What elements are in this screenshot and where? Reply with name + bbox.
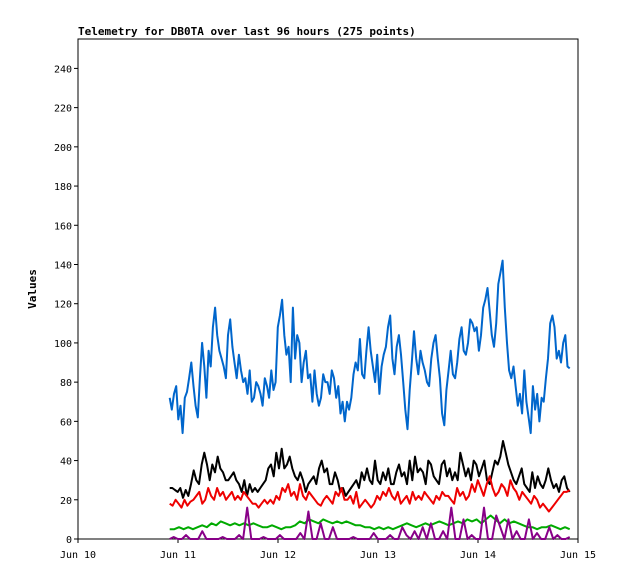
y-tick-label: 140 (54, 260, 72, 271)
y-axis: 0 20 40 60 80 100 120 140 160 180 200 220 240 (54, 64, 78, 546)
x-tick-label: Jun 13 (360, 550, 396, 561)
series-line-2 (169, 475, 571, 513)
y-tick-label: 160 (54, 221, 72, 232)
y-tick-label: 220 (54, 104, 72, 115)
y-tick-label: 0 (66, 535, 72, 546)
x-tick-label: Jun 11 (160, 550, 196, 561)
series-line-0 (168, 259, 571, 435)
y-tick-label: 80 (60, 378, 72, 389)
y-tick-label: 100 (54, 339, 72, 350)
x-tick-label: Jun 14 (460, 550, 496, 561)
x-tick-label: Jun 10 (60, 550, 96, 561)
x-tick-label: Jun 15 (560, 550, 596, 561)
y-tick-label: 200 (54, 143, 72, 154)
series-line-1 (169, 440, 571, 499)
y-tick-label: 60 (60, 417, 72, 428)
y-axis-label: Values (26, 269, 39, 309)
series-line-3 (169, 514, 571, 531)
y-tick-label: 40 (60, 457, 72, 468)
chart-title: Telemetry for DB0TA over last 96 hours (… (78, 25, 416, 38)
series-line-4 (169, 506, 571, 540)
y-tick-label: 120 (54, 300, 72, 311)
y-tick-label: 20 (60, 496, 72, 507)
series-group (168, 259, 571, 540)
x-tick-label: Jun 12 (260, 550, 296, 561)
y-tick-label: 180 (54, 182, 72, 193)
x-axis: Jun 10 Jun 11 Jun 12 Jun 13 Jun 14 Jun 15 (60, 539, 596, 561)
y-tick-label: 240 (54, 64, 72, 75)
